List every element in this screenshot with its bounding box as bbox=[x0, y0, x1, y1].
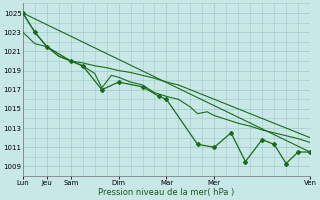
X-axis label: Pression niveau de la mer( hPa ): Pression niveau de la mer( hPa ) bbox=[98, 188, 235, 197]
